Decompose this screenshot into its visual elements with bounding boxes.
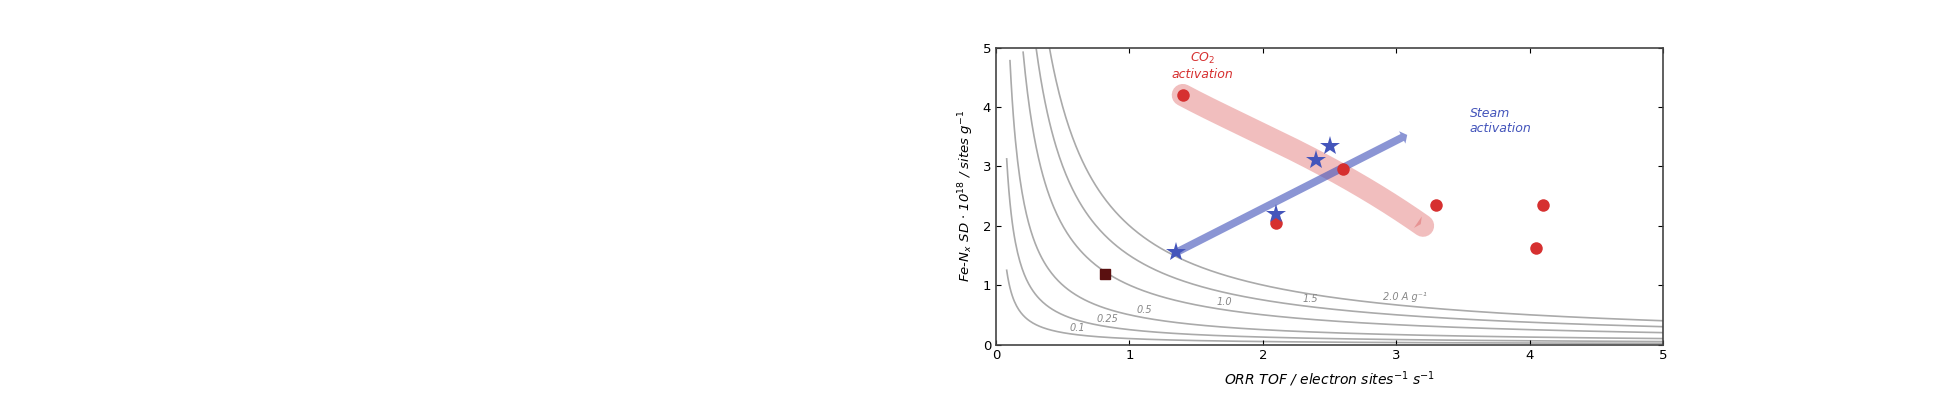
X-axis label: ORR TOF / electron sites$^{-1}$ s$^{-1}$: ORR TOF / electron sites$^{-1}$ s$^{-1}$ — [1224, 369, 1435, 389]
Text: 2.0 A g⁻¹: 2.0 A g⁻¹ — [1383, 292, 1427, 302]
Text: CO$_2$
activation: CO$_2$ activation — [1172, 50, 1234, 81]
Text: 0.1: 0.1 — [1070, 323, 1085, 333]
Text: 0.5: 0.5 — [1135, 305, 1153, 315]
Text: 1.0: 1.0 — [1216, 297, 1232, 307]
Text: 1.5: 1.5 — [1304, 294, 1319, 304]
Text: Steam
activation: Steam activation — [1470, 107, 1532, 135]
Y-axis label: Fe-N$_x$ SD $\cdot$ 10$^{18}$ / sites g$^{-1}$: Fe-N$_x$ SD $\cdot$ 10$^{18}$ / sites g$… — [955, 110, 977, 282]
Text: 0.25: 0.25 — [1097, 314, 1118, 324]
